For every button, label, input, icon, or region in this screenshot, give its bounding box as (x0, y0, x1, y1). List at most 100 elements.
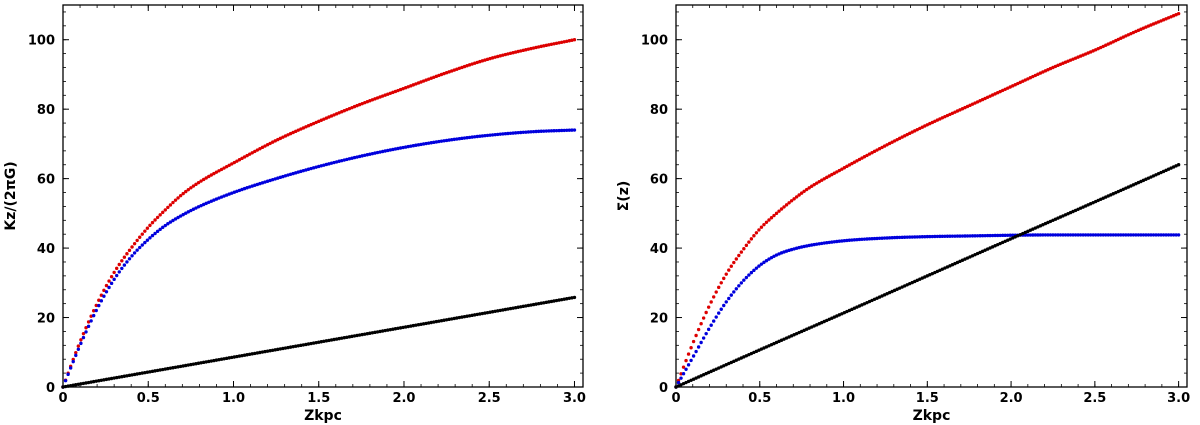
data-point (309, 166, 313, 171)
data-point (767, 257, 771, 261)
data-point (747, 240, 751, 244)
data-point (900, 135, 904, 139)
data-point (465, 136, 469, 140)
data-point (158, 368, 162, 372)
data-point (245, 153, 249, 158)
data-point (696, 327, 701, 332)
data-point (897, 235, 902, 240)
data-point (1166, 233, 1171, 237)
data-point (271, 177, 275, 182)
data-point (171, 200, 175, 205)
data-point (506, 131, 510, 136)
data-point (168, 366, 173, 370)
data-point (570, 296, 574, 300)
data-point (173, 217, 178, 221)
data-point (143, 229, 147, 233)
data-point (897, 136, 902, 141)
x-tick-label: 1.5 (916, 391, 939, 406)
data-point (442, 318, 446, 322)
data-point (301, 343, 306, 347)
data-point (542, 44, 546, 48)
data-point (319, 118, 323, 122)
data-point (327, 338, 331, 343)
data-point (311, 121, 316, 126)
data-point (462, 64, 467, 69)
data-point (892, 139, 897, 143)
data-point (416, 323, 421, 327)
data-point (847, 238, 852, 242)
data-point (877, 236, 882, 241)
data-point (804, 244, 809, 248)
data-point (148, 370, 152, 374)
data-point (727, 268, 731, 272)
data-point (747, 273, 751, 277)
data-point (1146, 233, 1151, 237)
data-point (391, 147, 395, 152)
data-point (1001, 233, 1005, 238)
data-point (253, 183, 257, 187)
data-point (416, 143, 421, 147)
data-point (1141, 233, 1146, 237)
data-point (508, 306, 513, 311)
data-point (329, 338, 334, 342)
data-point (201, 360, 206, 365)
data-point (334, 112, 339, 116)
data-point (930, 234, 935, 239)
data-point (317, 340, 321, 344)
data-point (475, 134, 479, 139)
data-point (501, 132, 505, 136)
data-point (171, 366, 175, 370)
data-point (125, 374, 129, 378)
data-point (549, 299, 554, 304)
data-point (1176, 233, 1181, 237)
data-point (89, 314, 93, 318)
data-point (473, 61, 477, 65)
data-point (401, 325, 405, 330)
data-point (352, 155, 357, 160)
data-point (830, 172, 834, 177)
data-point (524, 130, 528, 134)
data-point (104, 290, 109, 294)
data-point (565, 297, 569, 301)
data-point (875, 236, 879, 241)
data-point (258, 147, 262, 151)
data-point (552, 129, 556, 133)
data-point (138, 235, 142, 239)
data-point (273, 348, 277, 352)
data-point (562, 128, 566, 133)
data-point (79, 338, 83, 342)
data-series (674, 233, 1181, 389)
data-point (107, 279, 111, 283)
data-point (905, 235, 909, 239)
data-point (424, 141, 428, 146)
data-point (860, 156, 864, 160)
data-point (521, 304, 526, 309)
data-point (704, 331, 708, 336)
data-point (516, 130, 520, 135)
data-point (240, 156, 244, 161)
data-point (557, 298, 561, 302)
data-point (79, 341, 83, 346)
data-point (552, 42, 556, 46)
data-point (567, 128, 572, 132)
data-point (460, 136, 464, 141)
data-point (207, 359, 211, 364)
data-point (1156, 233, 1161, 237)
data-point (427, 141, 431, 145)
data-point (1171, 233, 1176, 237)
data-point (342, 336, 347, 340)
data-point (749, 270, 754, 275)
data-point (732, 260, 736, 265)
data-point (265, 349, 270, 353)
data-point (86, 380, 91, 385)
data-point (373, 330, 377, 335)
data-point (403, 325, 408, 329)
data-point (1119, 233, 1123, 237)
data-point (291, 344, 295, 349)
data-point (529, 46, 533, 51)
data-point (122, 263, 127, 267)
data-point (815, 181, 819, 185)
data-point (802, 189, 806, 194)
data-point (237, 158, 242, 162)
data-point (373, 151, 377, 155)
